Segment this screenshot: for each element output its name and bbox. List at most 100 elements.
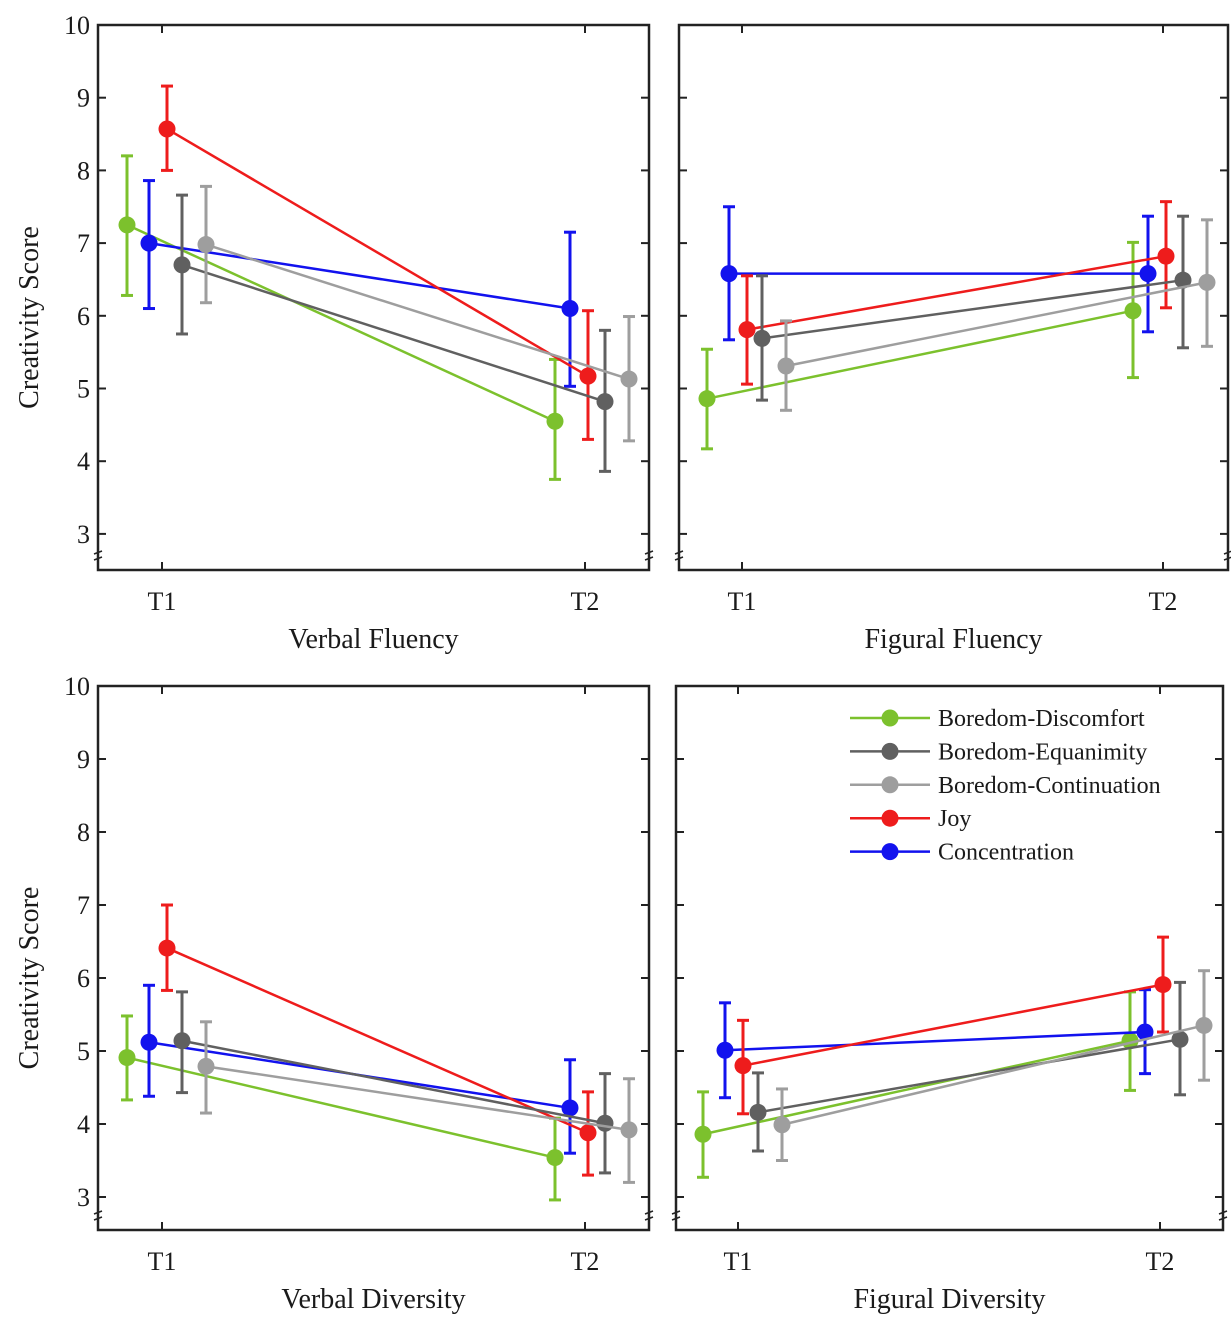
data-point	[1174, 271, 1192, 289]
series-boredom-discomfort	[118, 154, 564, 481]
series-boredom-equanimity	[753, 214, 1192, 402]
y-tick-label: 5	[77, 375, 90, 404]
x-axis-title: Figural Diversity	[853, 1284, 1045, 1315]
data-point	[734, 1057, 752, 1075]
series-boredom-equanimity	[173, 193, 614, 473]
series-concentration	[720, 205, 1157, 342]
y-tick-label: 3	[77, 1183, 90, 1212]
series-line	[205, 243, 630, 381]
series-joy	[158, 903, 597, 1177]
series-line	[166, 127, 589, 378]
y-axis-title: Creativity Score	[14, 226, 45, 409]
series-line	[181, 263, 606, 403]
y-tick-label: 4	[77, 1110, 90, 1139]
series-line	[702, 1039, 1131, 1136]
x-tick-label: T2	[1149, 587, 1178, 616]
data-point	[596, 393, 614, 411]
x-tick-label: T2	[1146, 1247, 1175, 1276]
axis-break-mark	[93, 1210, 103, 1221]
chart-panel-figural-fluency: T1 T2 Figural Fluency	[674, 23, 1231, 655]
series-line	[126, 1056, 556, 1159]
data-point	[720, 265, 738, 283]
data-point	[698, 390, 716, 408]
series-line	[757, 1038, 1181, 1114]
series-boredom-discomfort	[118, 1014, 564, 1202]
series-line	[785, 281, 1208, 368]
data-point	[1154, 976, 1172, 994]
y-tick-label: 7	[77, 891, 90, 920]
series-boredom-equanimity	[173, 990, 614, 1175]
series-line	[181, 1039, 606, 1125]
data-point	[561, 1099, 579, 1117]
plot-frame	[677, 23, 1230, 572]
series-line	[205, 1065, 630, 1132]
data-point	[1198, 273, 1216, 291]
y-tick-label: 9	[77, 84, 90, 113]
data-point	[1157, 247, 1175, 265]
data-point	[1139, 265, 1157, 283]
series-boredom-continuation	[777, 218, 1216, 412]
x-axis-title: Figural Fluency	[864, 624, 1042, 655]
axis-break-mark	[644, 550, 654, 561]
y-tick-label: 9	[77, 745, 90, 774]
plot-frame	[96, 684, 651, 1232]
series-line	[126, 223, 556, 423]
series-line	[746, 254, 1167, 331]
y-axis-title: Creativity Score	[14, 887, 45, 1070]
plot-frame	[96, 23, 651, 572]
data-point	[749, 1103, 767, 1121]
y-tick-label: 4	[77, 447, 90, 476]
y-tick-label: 8	[77, 156, 90, 185]
y-tick-label: 3	[77, 520, 90, 549]
data-point	[1195, 1016, 1213, 1034]
series-joy	[738, 200, 1175, 386]
x-axis-title: Verbal Fluency	[288, 624, 458, 655]
data-point	[716, 1041, 734, 1059]
series-line	[706, 309, 1134, 400]
data-point	[579, 367, 597, 385]
x-axis-title: Verbal Diversity	[281, 1284, 465, 1315]
data-point	[158, 120, 176, 138]
chart-panel-verbal-fluency: 3 4 5 6 7 8 9 10 T1 T2 Verbal Fluency Creativity Sc…	[14, 11, 654, 655]
axis-break-mark	[644, 1210, 654, 1221]
data-point	[546, 1149, 564, 1167]
data-point	[173, 1032, 191, 1050]
series-joy	[734, 935, 1172, 1116]
series-line	[724, 1030, 1146, 1052]
y-tick-label: 7	[77, 229, 90, 258]
x-tick-label: T2	[571, 587, 600, 616]
x-tick-label: T1	[148, 1247, 177, 1276]
series-line	[166, 946, 589, 1134]
data-point	[738, 321, 756, 339]
data-point	[1171, 1030, 1189, 1048]
data-point	[694, 1125, 712, 1143]
axis-break-mark	[671, 1210, 681, 1221]
series-boredom-continuation	[773, 969, 1213, 1162]
y-tick-label: 5	[77, 1037, 90, 1066]
data-point	[118, 216, 136, 234]
y-tick-label: 8	[77, 818, 90, 847]
series-boredom-continuation	[197, 1020, 638, 1184]
data-point	[118, 1049, 136, 1067]
data-point	[173, 256, 191, 274]
legend-marker	[881, 709, 899, 727]
data-point	[1136, 1023, 1154, 1041]
series-boredom-discomfort	[698, 240, 1142, 451]
series-boredom-equanimity	[749, 980, 1189, 1153]
x-tick-label: T1	[148, 587, 177, 616]
legend-label: Joy	[938, 806, 971, 832]
data-point	[1124, 302, 1142, 320]
series-boredom-continuation	[197, 184, 638, 443]
data-point	[596, 1114, 614, 1132]
legend-label: Boredom-Equanimity	[938, 739, 1147, 765]
y-tick-label: 10	[64, 11, 90, 40]
legend-marker	[881, 843, 899, 861]
data-point	[773, 1116, 791, 1134]
x-tick-label: T1	[724, 1247, 753, 1276]
legend-marker	[881, 809, 899, 827]
plot-frame	[674, 684, 1225, 1232]
data-point	[140, 1033, 158, 1051]
series-line	[781, 1024, 1205, 1126]
series-joy	[158, 84, 597, 441]
